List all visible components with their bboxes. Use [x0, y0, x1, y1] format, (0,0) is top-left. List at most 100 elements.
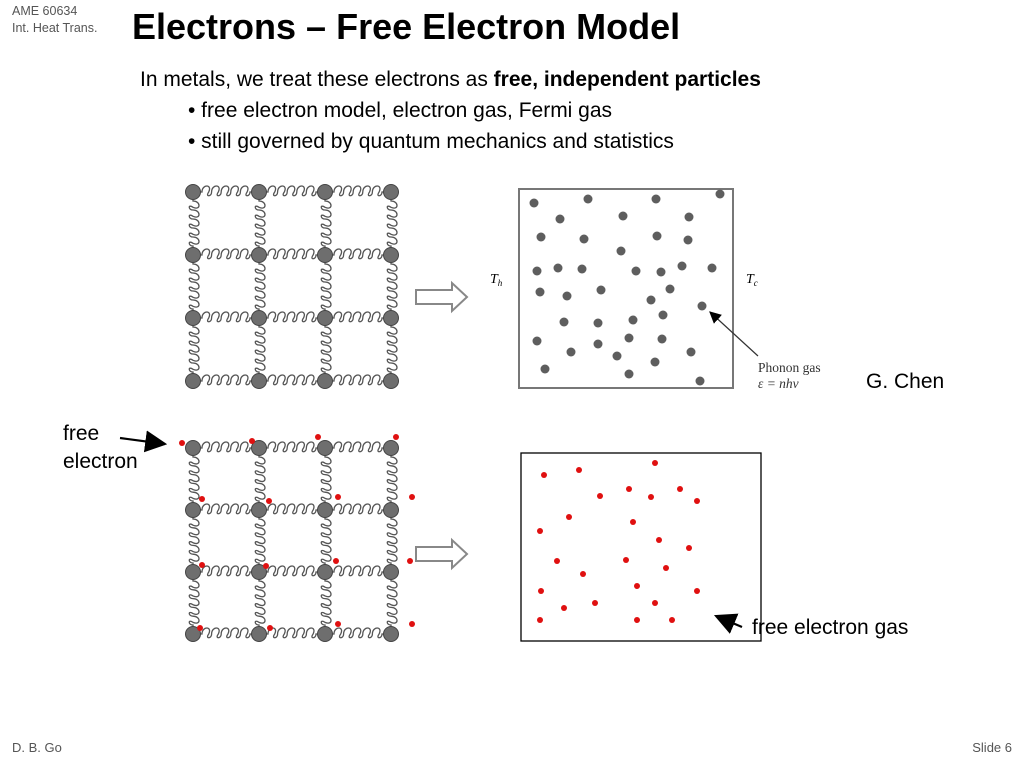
free-electron-dot — [315, 434, 321, 440]
free-electron-label-line: electron — [63, 450, 138, 473]
gas-electron-dot — [566, 514, 572, 520]
free-electron-label-line: free — [63, 422, 100, 445]
phonon-dot — [646, 295, 656, 305]
free-electron-dot — [267, 625, 273, 631]
footer-author: D. B. Go — [12, 740, 62, 755]
phonon-dot — [553, 263, 563, 273]
spring — [188, 192, 200, 255]
atom — [383, 184, 399, 200]
phonon-dot — [656, 267, 666, 277]
phonon-dot — [686, 347, 696, 357]
spring — [386, 510, 398, 572]
slide-title: Electrons – Free Electron Model — [132, 6, 681, 47]
atom — [185, 184, 201, 200]
phonon-dot — [540, 364, 550, 374]
intro-bold: free, independent particles — [493, 68, 761, 91]
spring — [188, 510, 200, 572]
gas-electron-dot — [694, 588, 700, 594]
gas-electron-dot — [656, 537, 662, 543]
phonon-dot — [684, 212, 694, 222]
free-electron-dot — [197, 625, 203, 631]
atom — [251, 247, 267, 263]
phonon-gas-box — [518, 188, 734, 389]
phonon-dot — [596, 285, 606, 295]
free-electron-pointer — [119, 430, 168, 453]
spring — [320, 448, 332, 510]
phonon-dot — [577, 264, 587, 274]
course-info: AME 60634 Int. Heat Trans. — [12, 3, 97, 37]
atom — [383, 440, 399, 456]
gas-electron-dot — [663, 565, 669, 571]
free-electron-dot — [266, 498, 272, 504]
hollow-right-arrow — [415, 537, 469, 571]
atom — [251, 440, 267, 456]
gas-electron-dot — [630, 519, 636, 525]
gas-electron-dot — [580, 571, 586, 577]
free-electron-dot — [199, 496, 205, 502]
bullet-item: • still governed by quantum mechanics an… — [188, 130, 674, 153]
phonon-dot — [677, 261, 687, 271]
atom — [383, 247, 399, 263]
spring — [254, 572, 266, 634]
gas-electron-dot — [623, 557, 629, 563]
gas-electron-dot — [634, 617, 640, 623]
atom — [251, 502, 267, 518]
spring — [325, 441, 391, 453]
spring — [259, 503, 325, 515]
phonon-dot — [529, 198, 539, 208]
phonon-dot — [532, 266, 542, 276]
spring — [254, 448, 266, 510]
atom — [317, 373, 333, 389]
free-electron-dot — [249, 438, 255, 444]
spring — [254, 192, 266, 255]
spring — [325, 503, 391, 515]
lattice-with-springs — [185, 184, 399, 389]
gas-electron-dot — [652, 600, 658, 606]
gas-electron-dot — [538, 588, 544, 594]
atom — [185, 502, 201, 518]
phonon-dot — [650, 357, 660, 367]
atom — [317, 502, 333, 518]
electron-gas-box — [520, 452, 762, 642]
spring — [320, 510, 332, 572]
spring — [259, 565, 325, 577]
phonon-dot — [618, 211, 628, 221]
atom — [383, 502, 399, 518]
phonon-formula: ε = nhν — [758, 376, 799, 391]
gas-electron-dot — [537, 617, 543, 623]
free-electron-dot — [393, 434, 399, 440]
spring — [320, 572, 332, 634]
phonon-dot — [566, 347, 576, 357]
spring — [259, 185, 325, 197]
gas-electron-dot — [669, 617, 675, 623]
spring — [386, 318, 398, 381]
atom — [251, 310, 267, 326]
gas-electron-dot — [694, 498, 700, 504]
atom — [383, 310, 399, 326]
phonon-dot — [651, 194, 661, 204]
atom — [185, 626, 201, 642]
gas-electron-dot — [648, 494, 654, 500]
phonon-particles — [529, 189, 725, 386]
phonon-dot — [532, 336, 542, 346]
phonon-dot — [715, 189, 725, 199]
atom — [251, 626, 267, 642]
spring — [193, 185, 259, 197]
phonon-dot — [562, 291, 572, 301]
spring — [188, 318, 200, 381]
phonon-dot — [555, 214, 565, 224]
gas-electron-dot — [626, 486, 632, 492]
gas-electron-dot — [634, 583, 640, 589]
spring — [193, 248, 259, 260]
atom — [317, 247, 333, 263]
atom — [251, 373, 267, 389]
free-electron-label: free electron — [63, 420, 138, 476]
spring — [259, 441, 325, 453]
phonon-dot — [535, 287, 545, 297]
figure-credit: G. Chen — [866, 370, 945, 393]
phonon-dot — [628, 315, 638, 325]
phonon-dot — [697, 301, 707, 311]
atom — [317, 440, 333, 456]
free-electron-dot — [409, 621, 415, 627]
spring — [325, 248, 391, 260]
